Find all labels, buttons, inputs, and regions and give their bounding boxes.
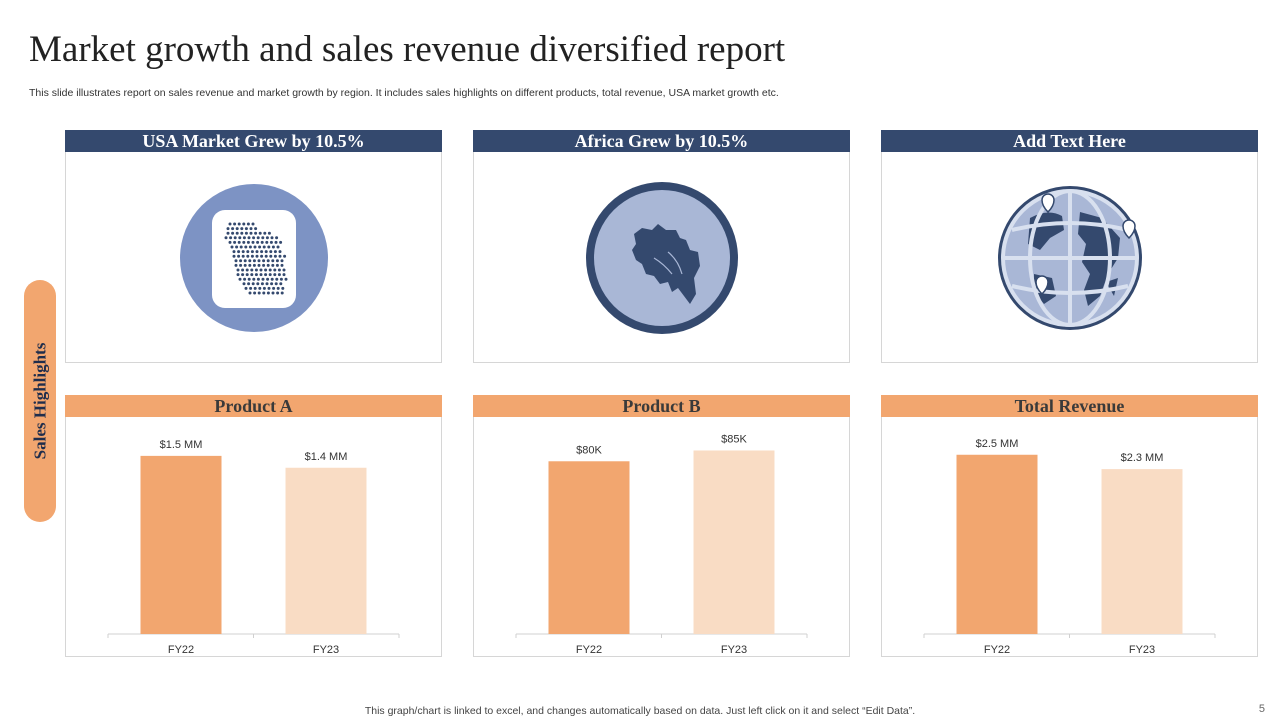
sales-highlights-label: Sales Highlights [30, 342, 50, 460]
chart-bar-fy23 [693, 450, 775, 634]
chart-category-label: FY23 [313, 644, 339, 656]
sales-highlights-tab: Sales Highlights [24, 280, 56, 522]
page-title: Market growth and sales revenue diversif… [29, 29, 786, 70]
usa-map-icon [179, 183, 328, 332]
chart-category-label: FY23 [1129, 644, 1155, 656]
chart-bar-fy23 [1101, 469, 1183, 634]
product-a-chart: $1.5 MM FY22 $1.4 MM FY23 [107, 439, 400, 656]
africa-market-card: Africa Grew by 10.5% [473, 130, 850, 363]
chart-data-label: $85K [721, 433, 747, 445]
add-text-card: Add Text Here [881, 130, 1258, 363]
page-subtitle: This slide illustrates report on sales r… [29, 87, 779, 99]
product-b-chart: $80K FY22 $85K FY23 [515, 433, 808, 656]
product-b-chart-title: Product B [473, 395, 850, 417]
chart-category-label: FY22 [576, 644, 602, 656]
total-revenue-chart: $2.5 MM FY22 $2.3 MM FY23 [923, 438, 1216, 656]
africa-market-header: Africa Grew by 10.5% [473, 130, 850, 152]
total-revenue-chart-card: Total Revenue $2.5 MM FY22 $2.3 MM FY23 [881, 395, 1258, 657]
chart-data-label: $2.5 MM [976, 438, 1019, 450]
chart-bar-fy22 [140, 455, 222, 634]
product-a-chart-title: Product A [65, 395, 442, 417]
usa-market-header: USA Market Grew by 10.5% [65, 130, 442, 152]
chart-bar-fy22 [548, 461, 630, 634]
product-b-chart-card: Product B $80K FY22 $85K FY23 [473, 395, 850, 657]
footer-note: This graph/chart is linked to excel, and… [364, 705, 916, 717]
chart-bar-fy22 [956, 454, 1038, 634]
chart-data-label: $80K [576, 444, 602, 456]
africa-map-icon [585, 181, 738, 334]
product-a-chart-card: Product A $1.5 MM FY22 $1.4 MM FY23 [65, 395, 442, 657]
total-revenue-chart-title: Total Revenue [881, 395, 1258, 417]
usa-market-card: USA Market Grew by 10.5% [65, 130, 442, 363]
chart-data-label: $1.4 MM [305, 451, 348, 463]
chart-category-label: FY22 [168, 644, 194, 656]
chart-data-label: $2.3 MM [1121, 452, 1164, 464]
chart-data-label: $1.5 MM [160, 439, 203, 451]
globe-icon [997, 185, 1142, 330]
chart-bar-fy23 [285, 467, 367, 634]
add-text-header: Add Text Here [881, 130, 1258, 152]
chart-category-label: FY23 [721, 644, 747, 656]
chart-category-label: FY22 [984, 644, 1010, 656]
page-number: 5 [1258, 703, 1265, 715]
